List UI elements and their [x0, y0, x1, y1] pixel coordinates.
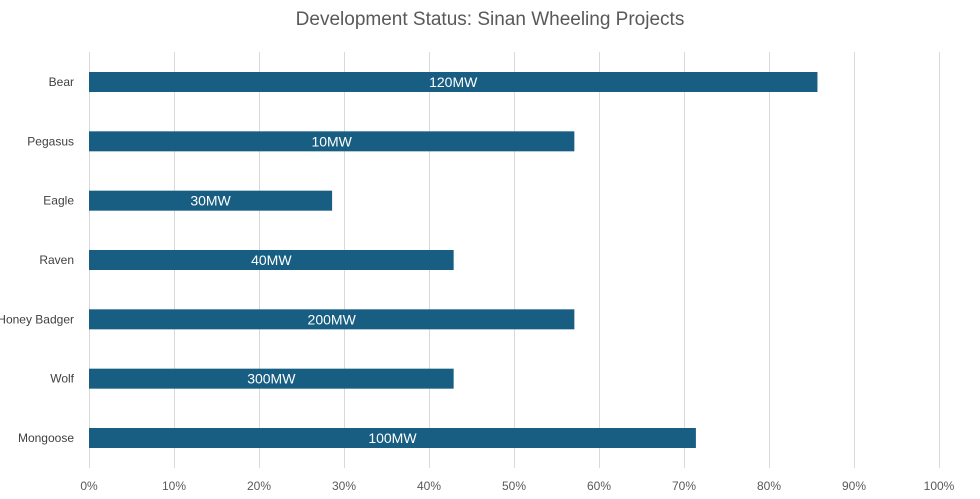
bar-data-label-wolf: 300MW [247, 371, 296, 387]
bar-eagle [89, 190, 333, 211]
x-tick-label-70: 70% [672, 479, 696, 493]
bar-data-label-bear: 120MW [429, 74, 478, 90]
x-axis-tick-labels: 0% 10% 20% 30% 40% 50% 60% 70% 80% 90% 100% [80, 479, 954, 493]
x-tick-label-20: 20% [247, 479, 271, 493]
x-tick-label-90: 90% [842, 479, 866, 493]
category-labels: Bear Pegasus Eagle Raven Honey Badger Wolf Mon… [0, 75, 75, 445]
category-label-mongoose: Mongoose [18, 431, 74, 445]
chart-title: Development Status: Sinan Wheeling Proje… [296, 9, 685, 30]
bar-data-label-pegasus: 10MW [311, 133, 352, 149]
bar-pegasus [89, 131, 575, 152]
category-label-bear: Bear [49, 75, 74, 89]
bar-data-label-honey-badger: 200MW [308, 311, 357, 327]
x-tick-label-40: 40% [417, 479, 441, 493]
bar-bear [89, 72, 818, 92]
x-tick-label-60: 60% [587, 479, 611, 493]
bar-honey-badger [89, 309, 575, 330]
bar-data-label-raven: 40MW [251, 252, 292, 268]
x-tick-label-30: 30% [332, 479, 356, 493]
x-tick-label-0: 0% [80, 479, 98, 493]
x-tick-label-10: 10% [162, 479, 186, 493]
bar-data-label-mongoose: 100MW [368, 430, 417, 446]
x-tick-label-100: 100% [924, 479, 955, 493]
category-label-eagle: Eagle [43, 194, 74, 208]
category-label-wolf: Wolf [50, 372, 74, 386]
x-tick-label-50: 50% [502, 479, 526, 493]
bar-data-label-eagle: 30MW [190, 193, 231, 209]
bar-raven [89, 250, 454, 270]
bar-mongoose [89, 428, 696, 448]
category-label-pegasus: Pegasus [27, 134, 74, 148]
x-tick-label-80: 80% [757, 479, 781, 493]
bar-wolf [89, 368, 454, 389]
bars: 120MW 10MW 30MW 40MW 200MW 300MW 100MW [89, 72, 818, 448]
category-label-raven: Raven [39, 253, 74, 267]
category-label-honey-badger: Honey Badger [0, 312, 74, 326]
